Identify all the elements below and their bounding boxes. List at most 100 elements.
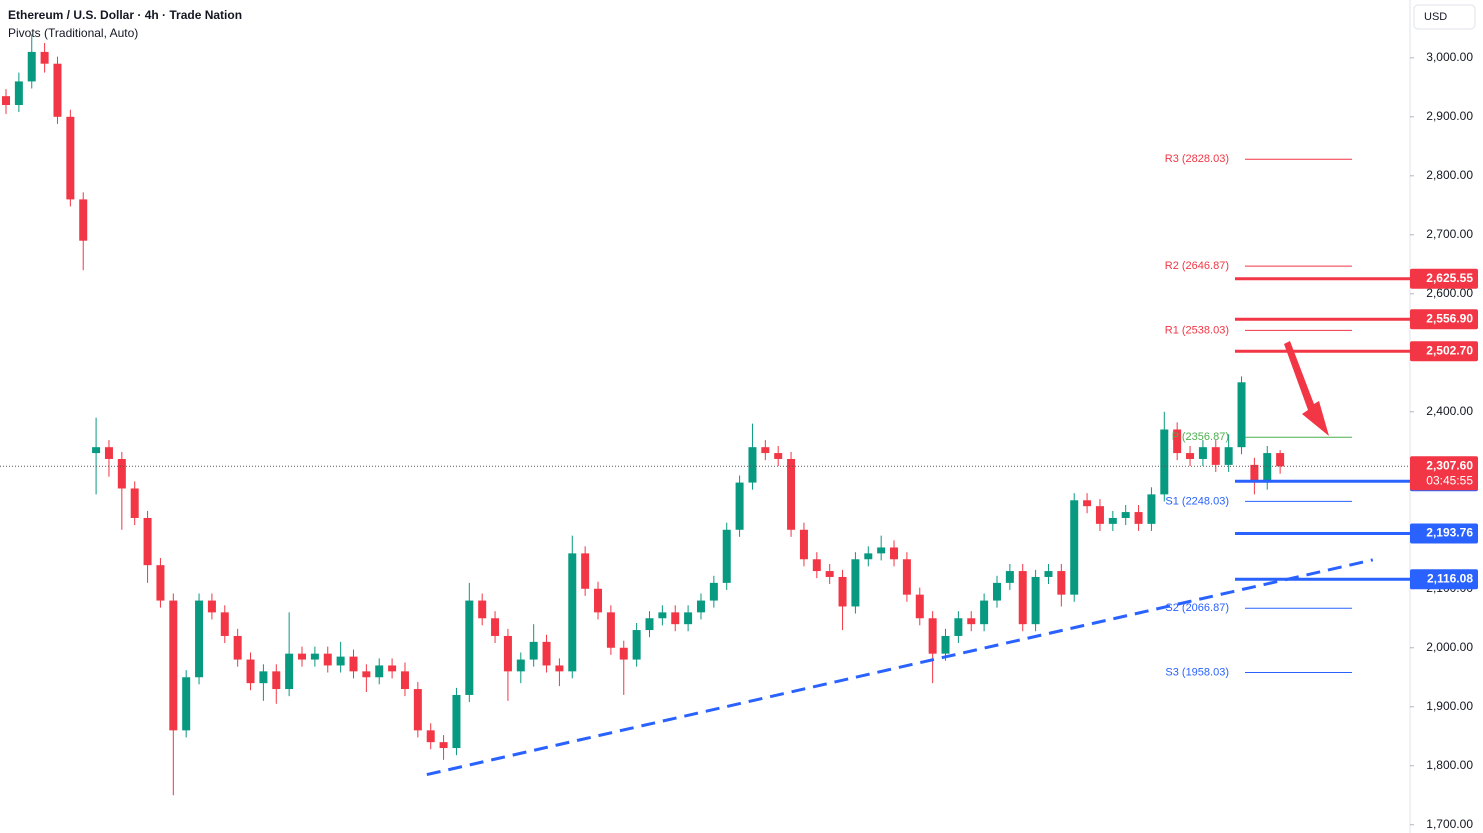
candle-body: [980, 600, 989, 625]
candle-body: [14, 81, 23, 106]
candle-body: [323, 653, 332, 666]
candle-body: [1018, 571, 1027, 625]
level-box: [1410, 309, 1478, 330]
candle-body: [310, 653, 319, 660]
y-tick-label: 1,800.00: [1426, 758, 1473, 772]
candle-body: [66, 116, 75, 200]
candle-body: [27, 51, 36, 82]
y-tick-label: 2,400.00: [1426, 404, 1473, 418]
candle-body: [1095, 506, 1104, 524]
candle-body: [812, 559, 821, 572]
candle-body: [375, 665, 384, 678]
candle-body: [1237, 382, 1246, 448]
candle-body: [619, 647, 628, 660]
currency-box[interactable]: [1413, 4, 1476, 30]
currency[interactable]: USD: [1424, 11, 1447, 23]
candle-body: [606, 612, 615, 648]
level-box: [1410, 523, 1478, 544]
candle-body: [130, 488, 139, 518]
candle-body: [478, 600, 487, 619]
candle-body: [349, 656, 358, 672]
level-label: 2,556.90: [1426, 311, 1473, 325]
pivot-label: P (2356.87): [1172, 431, 1229, 443]
candle-body: [954, 618, 963, 636]
candle-body: [992, 582, 1001, 601]
candle-body: [439, 742, 448, 749]
candle-body: [555, 665, 564, 672]
candle-body: [915, 594, 924, 619]
candle-body: [233, 635, 242, 660]
pivot-label: R1 (2538.03): [1165, 324, 1229, 336]
candle-body: [1070, 500, 1079, 595]
candle-body: [1276, 453, 1285, 467]
candle-body: [1057, 571, 1066, 595]
candle-body: [967, 618, 976, 625]
candle-body: [465, 600, 474, 695]
candle-body: [298, 653, 307, 660]
candle-body: [1108, 517, 1117, 524]
candle-body: [1005, 571, 1014, 583]
pivot-label: S1 (2248.03): [1165, 495, 1229, 507]
level-label: 2,502.70: [1426, 343, 1473, 357]
pivot-label: R3 (2828.03): [1165, 153, 1229, 165]
pivot-label: S3 (1958.03): [1165, 666, 1229, 678]
candle-body: [169, 600, 178, 731]
pivot-label: R2 (2646.87): [1165, 260, 1229, 272]
candle-body: [825, 571, 834, 577]
y-tick-label: 2,900.00: [1426, 109, 1473, 123]
candle-body: [1160, 429, 1169, 495]
candle-body: [581, 553, 590, 589]
candle-body: [1198, 447, 1207, 459]
candle-body: [143, 517, 152, 566]
candle-body: [902, 559, 911, 595]
arrow-annotation: [1284, 341, 1329, 436]
y-tick-label: 1,900.00: [1426, 699, 1473, 713]
candle-body: [1121, 512, 1130, 518]
chart-title: Ethereum / U.S. Dollar · 4h · Trade Nati…: [8, 8, 242, 22]
candle-body: [645, 618, 654, 631]
candle-body: [426, 730, 435, 743]
candle-body: [53, 63, 62, 117]
candle-body: [799, 529, 808, 560]
candle-body: [1211, 447, 1220, 465]
y-tick-label: 2,600.00: [1426, 286, 1473, 300]
candle-body: [568, 553, 577, 672]
y-tick-label: 2,800.00: [1426, 168, 1473, 182]
candle-body: [709, 582, 718, 601]
level-box: [1410, 268, 1478, 289]
candle-body: [877, 547, 886, 554]
candle-body: [40, 51, 49, 64]
candle-body: [864, 553, 873, 560]
candle-body: [246, 659, 255, 684]
candle-body: [671, 612, 680, 625]
candle-body: [452, 694, 461, 749]
candle-body: [529, 641, 538, 660]
y-tick-label: 2,700.00: [1426, 227, 1473, 241]
candle-body: [658, 612, 667, 619]
level-box: [1410, 341, 1478, 362]
last-price-box: [1410, 456, 1478, 491]
candle-body: [722, 529, 731, 583]
level-box: [1410, 569, 1478, 590]
candle-body: [503, 635, 512, 672]
candle-body: [182, 677, 191, 731]
level-label: 2,193.76: [1426, 526, 1473, 540]
candle-body: [516, 659, 525, 672]
candle-body: [761, 447, 770, 454]
candle-body: [1147, 494, 1156, 524]
candle-body: [207, 600, 216, 613]
last-price-label: 2,307.60: [1426, 458, 1473, 472]
candle-body: [92, 447, 101, 454]
level-label: 2,625.55: [1426, 271, 1473, 285]
candle-body: [1186, 453, 1195, 459]
candle-body: [787, 458, 796, 530]
candle-body: [735, 482, 744, 530]
candle-body: [388, 665, 397, 672]
candle-body: [1250, 464, 1259, 483]
candle-body: [748, 447, 757, 483]
candle-body: [542, 641, 551, 666]
candle-body: [684, 612, 693, 625]
candle-body: [400, 671, 409, 690]
